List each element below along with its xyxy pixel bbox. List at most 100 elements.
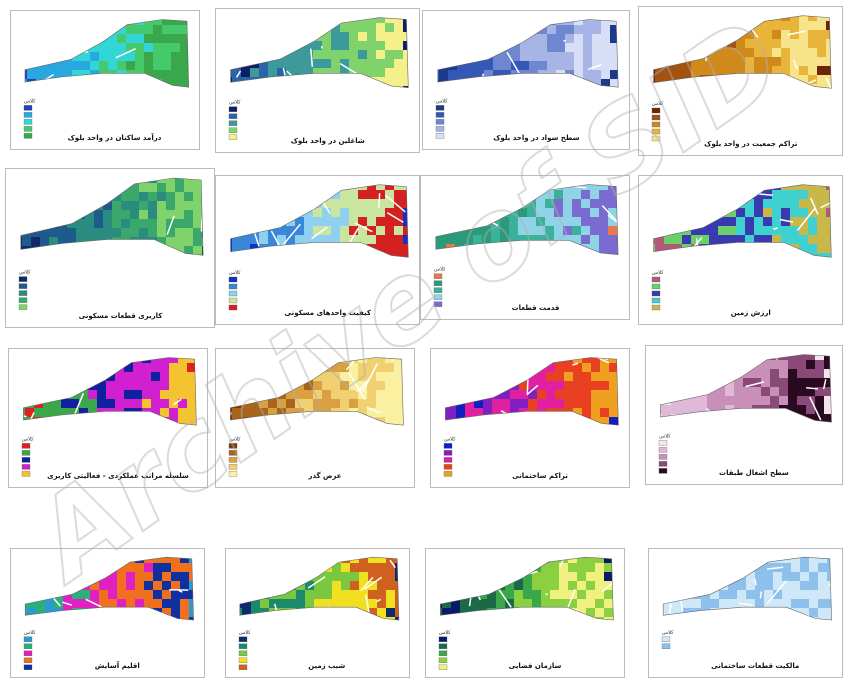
parcel — [139, 228, 148, 237]
parcel — [763, 21, 772, 30]
parcel — [386, 608, 395, 617]
parcel — [117, 34, 126, 43]
parcel — [764, 581, 773, 590]
parcel — [151, 363, 160, 372]
parcel — [157, 228, 166, 237]
parcel — [537, 381, 546, 390]
parcel — [313, 59, 322, 68]
legend-swatch — [24, 658, 32, 663]
parcel — [791, 599, 800, 608]
parcel — [126, 590, 135, 599]
parcel — [817, 244, 826, 253]
parcel — [130, 219, 139, 228]
parcel — [565, 34, 574, 43]
parcel — [514, 590, 523, 599]
legend-swatch — [24, 644, 32, 649]
parcel — [710, 599, 719, 608]
parcel — [806, 378, 815, 387]
parcel — [385, 59, 394, 68]
parcel — [550, 590, 559, 599]
parcel — [377, 608, 386, 617]
parcel — [124, 381, 133, 390]
parcel — [144, 581, 153, 590]
parcel — [770, 360, 779, 369]
parcel — [523, 599, 532, 608]
parcel — [295, 50, 304, 59]
parcel — [583, 70, 592, 79]
parcel — [559, 581, 568, 590]
parcel — [135, 61, 144, 70]
parcel — [817, 235, 826, 244]
parcel — [583, 52, 592, 61]
parcel — [184, 183, 193, 192]
legend-swatch — [239, 658, 247, 663]
parcel — [529, 43, 538, 52]
parcel — [313, 41, 322, 50]
legend-swatch — [229, 114, 237, 119]
parcel — [763, 226, 772, 235]
parcel — [736, 217, 745, 226]
parcel — [586, 590, 595, 599]
parcel — [153, 25, 162, 34]
parcel — [171, 70, 180, 79]
parcel — [754, 217, 763, 226]
parcel — [809, 572, 818, 581]
parcel — [175, 219, 184, 228]
parcel — [144, 34, 153, 43]
parcel — [350, 599, 359, 608]
parcel — [340, 226, 349, 235]
parcel — [727, 226, 736, 235]
parcel — [528, 399, 537, 408]
parcel — [555, 399, 564, 408]
parcel — [367, 32, 376, 41]
legend-swatch — [439, 651, 447, 656]
legend-swatch — [444, 443, 452, 448]
parcel — [752, 396, 761, 405]
parcel — [763, 30, 772, 39]
parcel — [791, 572, 800, 581]
parcel — [367, 235, 376, 244]
parcel — [99, 52, 108, 61]
parcel — [600, 408, 609, 417]
parcel — [808, 235, 817, 244]
parcel — [541, 590, 550, 599]
parcel — [817, 190, 826, 199]
parcel — [815, 378, 824, 387]
parcel — [133, 372, 142, 381]
parcel — [591, 399, 600, 408]
parcel — [367, 23, 376, 32]
parcel — [600, 399, 609, 408]
parcel — [734, 387, 743, 396]
parcel — [331, 59, 340, 68]
parcel — [790, 199, 799, 208]
parcel — [184, 237, 193, 246]
parcel — [175, 183, 184, 192]
parcel — [367, 41, 376, 50]
parcel — [577, 572, 586, 581]
parcel — [574, 52, 583, 61]
parcel — [178, 363, 187, 372]
parcel — [601, 61, 610, 70]
parcel — [358, 59, 367, 68]
parcel — [790, 190, 799, 199]
parcel — [385, 68, 394, 77]
parcel — [142, 363, 151, 372]
parcel — [662, 405, 671, 414]
parcel — [153, 572, 162, 581]
parcel — [193, 201, 202, 210]
parcel — [377, 590, 386, 599]
parcel — [386, 572, 395, 581]
parcel — [367, 59, 376, 68]
parcel — [478, 599, 487, 608]
parcel — [94, 210, 103, 219]
parcel — [139, 201, 148, 210]
parcel — [314, 590, 323, 599]
parcel — [151, 381, 160, 390]
parcel — [514, 599, 523, 608]
parcel — [591, 372, 600, 381]
parcel — [439, 70, 448, 79]
parcel — [103, 210, 112, 219]
